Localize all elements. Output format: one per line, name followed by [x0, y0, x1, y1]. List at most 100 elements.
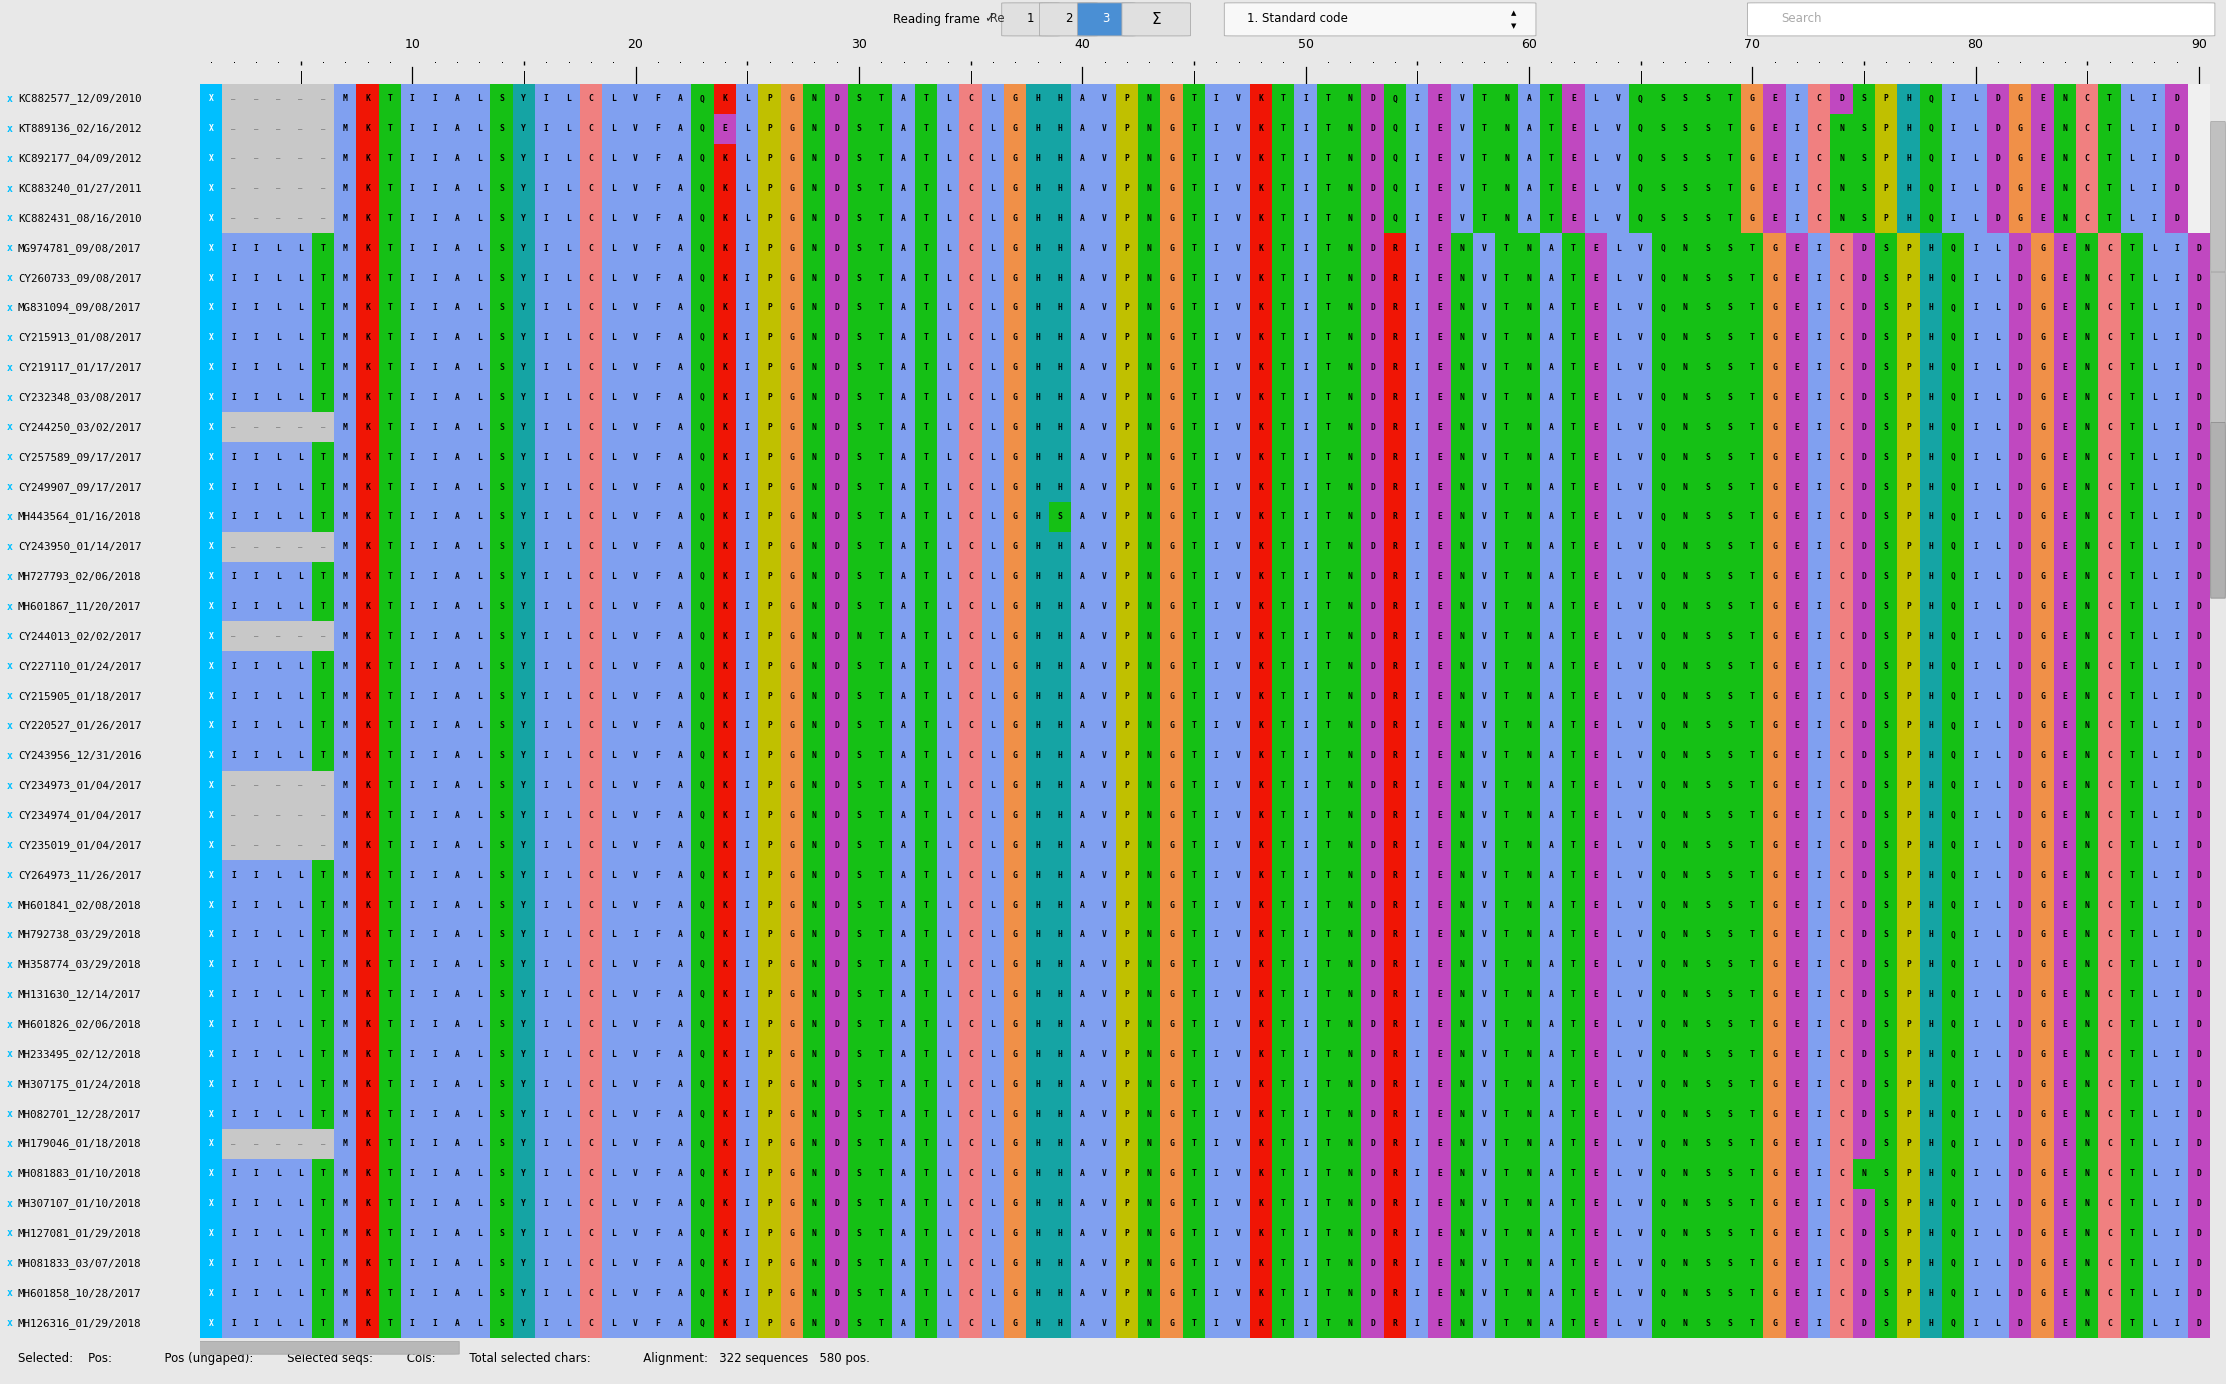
- Text: C: C: [588, 244, 594, 253]
- Bar: [959, 263, 982, 293]
- Bar: [601, 740, 623, 771]
- Text: K: K: [723, 483, 728, 491]
- Text: L: L: [1616, 662, 1621, 671]
- Text: G: G: [790, 1080, 795, 1089]
- Text: D: D: [2017, 1229, 2023, 1239]
- Text: E: E: [1438, 424, 1442, 432]
- Bar: [2144, 531, 2166, 562]
- Text: Q: Q: [1661, 424, 1665, 432]
- Text: S: S: [1705, 901, 1710, 909]
- Text: N: N: [1527, 1259, 1531, 1268]
- Bar: [1474, 1158, 1496, 1189]
- Text: Q: Q: [1661, 363, 1665, 372]
- Bar: [804, 861, 826, 890]
- Bar: [534, 1308, 556, 1338]
- Text: D: D: [835, 1319, 839, 1327]
- Bar: [1941, 980, 1963, 1009]
- Text: L: L: [946, 752, 951, 760]
- Text: T: T: [924, 512, 928, 522]
- Bar: [1093, 890, 1115, 920]
- Text: V: V: [632, 334, 639, 342]
- Text: E: E: [2064, 1080, 2068, 1089]
- Text: A: A: [1080, 184, 1084, 192]
- Text: D: D: [1369, 752, 1376, 760]
- Bar: [937, 980, 959, 1009]
- Bar: [915, 443, 937, 472]
- Bar: [759, 322, 781, 353]
- Bar: [1585, 711, 1607, 740]
- Bar: [1451, 382, 1474, 412]
- Text: A: A: [677, 1020, 683, 1028]
- Text: A: A: [1549, 1229, 1554, 1239]
- Text: G: G: [790, 632, 795, 641]
- Bar: [1874, 1248, 1897, 1279]
- Text: M: M: [343, 871, 347, 880]
- Text: V: V: [632, 1259, 639, 1268]
- Text: L: L: [610, 960, 617, 969]
- Bar: [1026, 830, 1048, 861]
- Text: P: P: [1905, 244, 1910, 253]
- Text: L: L: [1616, 721, 1621, 731]
- Bar: [670, 890, 692, 920]
- Text: A: A: [677, 1289, 683, 1298]
- Text: V: V: [1102, 990, 1106, 999]
- Bar: [1986, 681, 2010, 711]
- Text: N: N: [1146, 632, 1151, 641]
- Text: I: I: [1816, 811, 1821, 819]
- Text: T: T: [2130, 1080, 2135, 1089]
- Bar: [670, 1218, 692, 1248]
- Bar: [1048, 621, 1071, 652]
- Bar: [737, 1129, 759, 1158]
- Text: F: F: [654, 1259, 661, 1268]
- Bar: [512, 681, 534, 711]
- Bar: [1115, 412, 1137, 443]
- Bar: [378, 621, 401, 652]
- Bar: [312, 173, 334, 203]
- Bar: [1004, 1308, 1026, 1338]
- Text: V: V: [1102, 662, 1106, 671]
- Text: I: I: [232, 363, 236, 372]
- Bar: [1204, 771, 1227, 800]
- Text: I: I: [2175, 1259, 2179, 1268]
- Bar: [715, 980, 737, 1009]
- Bar: [1496, 531, 1518, 562]
- Bar: [715, 1218, 737, 1248]
- Bar: [1160, 293, 1182, 322]
- Text: I: I: [1302, 1169, 1309, 1178]
- Text: L: L: [1994, 632, 2001, 641]
- Text: L: L: [2153, 483, 2157, 491]
- Text: P: P: [1905, 1020, 1910, 1028]
- Text: P: P: [1905, 960, 1910, 969]
- Bar: [1785, 652, 1808, 681]
- Text: Q: Q: [1950, 811, 1957, 819]
- Text: H: H: [1035, 871, 1040, 880]
- Text: G: G: [1169, 960, 1173, 969]
- Bar: [1293, 1248, 1316, 1279]
- Bar: [915, 1099, 937, 1129]
- Text: C: C: [1839, 1199, 1843, 1208]
- Text: V: V: [1483, 424, 1487, 432]
- Text: I: I: [1213, 1259, 1218, 1268]
- Bar: [445, 861, 467, 890]
- Text: C: C: [588, 811, 594, 819]
- Text: E: E: [1438, 871, 1442, 880]
- Bar: [490, 203, 512, 234]
- Text: A: A: [454, 512, 459, 522]
- Bar: [2144, 711, 2166, 740]
- Bar: [1115, 531, 1137, 562]
- Bar: [1696, 443, 1718, 472]
- Bar: [467, 800, 490, 830]
- FancyBboxPatch shape: [1040, 3, 1097, 36]
- Text: L: L: [2153, 841, 2157, 850]
- Text: A: A: [1080, 1050, 1084, 1059]
- Bar: [1429, 1248, 1451, 1279]
- Text: E: E: [1594, 1259, 1598, 1268]
- Bar: [893, 1218, 915, 1248]
- Bar: [2032, 740, 2055, 771]
- Text: –: –: [232, 95, 236, 102]
- Bar: [601, 472, 623, 502]
- Bar: [982, 652, 1004, 681]
- Bar: [1271, 591, 1293, 621]
- Bar: [401, 173, 423, 203]
- Text: I: I: [232, 1110, 236, 1118]
